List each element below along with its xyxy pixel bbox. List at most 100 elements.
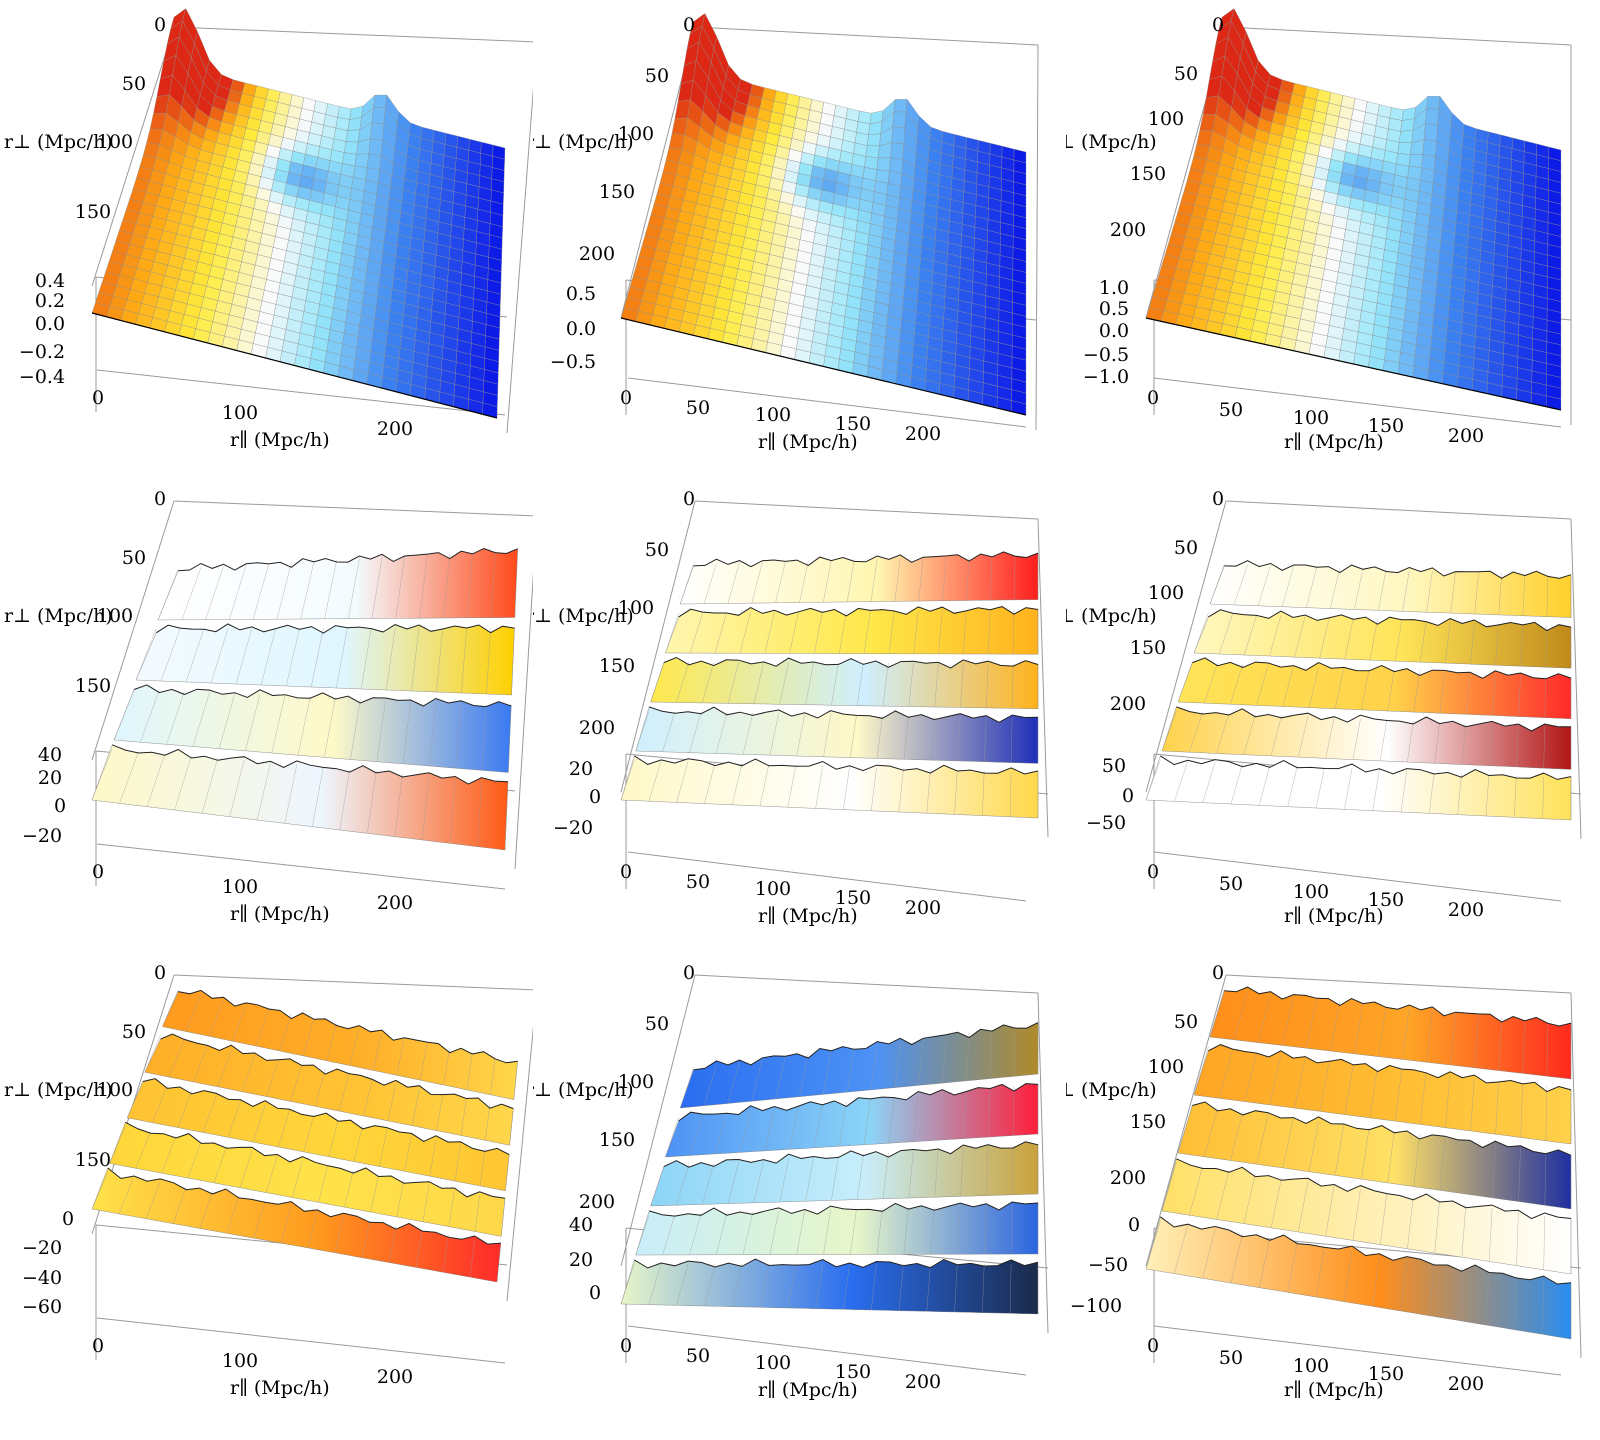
mesh-line [350, 698, 361, 760]
mesh-line [727, 1061, 740, 1104]
mesh-line [676, 1263, 689, 1306]
mesh-line [665, 1116, 679, 1158]
x-tick-label: 100 [222, 876, 258, 898]
surface-cell [868, 121, 883, 135]
mesh-line [913, 1094, 919, 1142]
mesh-line [702, 1162, 714, 1205]
mesh-line [814, 1103, 823, 1148]
mesh-line [371, 557, 383, 619]
surface-cell [344, 141, 359, 155]
mesh-line [201, 757, 218, 814]
surface-cell [890, 142, 905, 161]
mesh-line [1413, 671, 1420, 713]
mesh-line [934, 663, 939, 708]
mesh-line [1257, 993, 1271, 1043]
surface-edge [1192, 1101, 1572, 1156]
mesh-line [1230, 1111, 1244, 1161]
mesh-line [348, 558, 360, 619]
x-tick-label: 0 [620, 861, 632, 883]
mesh-line [894, 558, 901, 602]
mesh-line [787, 1263, 796, 1309]
z-tick-label: 20 [569, 758, 593, 780]
z-tick-label: 0 [54, 795, 66, 817]
mesh-line [1387, 670, 1395, 712]
y-tick-label: 150 [599, 1129, 635, 1151]
mesh-line [648, 760, 662, 802]
mesh-line [1450, 571, 1456, 614]
mesh-line [177, 1090, 193, 1128]
mesh-line [461, 627, 467, 694]
mesh-line [676, 661, 690, 703]
tick-labels: 0 50 100 150 200 0.5 0.0 −0.5 0 50 100 150 200 [550, 14, 941, 445]
mesh-line [716, 712, 728, 754]
chart-panel-r1c2: 0 50 100 150 200 0.5 0.0 −0.5 0 50 100 150 200 r⊥ (Mp… [533, 0, 1066, 480]
mesh-line [1402, 570, 1410, 612]
y-tick-label: 150 [75, 675, 111, 697]
x-tick-label: 50 [686, 1345, 710, 1367]
mesh-line [152, 1085, 168, 1123]
mesh-line [769, 1211, 779, 1255]
mesh-line [284, 764, 298, 824]
mesh-line [1011, 1204, 1013, 1255]
mesh-line [1352, 718, 1361, 760]
y-tick-label: 200 [1110, 693, 1146, 715]
mesh-line [1378, 569, 1387, 611]
mesh-line [166, 690, 185, 745]
mesh-line [1457, 1267, 1462, 1321]
z-tick-label: 0.2 [35, 290, 65, 312]
mesh-line [789, 611, 799, 654]
mesh-line [732, 763, 743, 805]
mesh-line [1407, 1196, 1414, 1249]
mesh-line [205, 566, 224, 620]
mesh-line [172, 1186, 187, 1224]
mesh-line [894, 1041, 901, 1088]
mesh-line [199, 1191, 213, 1229]
mesh-line [742, 712, 753, 755]
surface-mesh [1145, 986, 1572, 1340]
mesh-line [926, 769, 931, 814]
surface-edge [1224, 560, 1572, 579]
chart-panel-r3c2: 0 50 100 150 200 40 20 0 0 50 100 150 200 r⊥ (Mpc/h) r… [533, 948, 1066, 1428]
chart-panel-r1c1: 0 50 100 150 0.4 0.2 0.0 −0.2 −0.4 0 100 200 r⊥ (Mpc… [0, 0, 533, 480]
mesh-line [870, 1044, 878, 1090]
mesh-line [302, 1018, 315, 1056]
mesh-line [703, 1064, 717, 1106]
mesh-line [871, 1263, 877, 1311]
x-axis-line [1153, 851, 1562, 902]
surface-mesh [1145, 560, 1572, 821]
mesh-line [280, 1205, 292, 1244]
z-tick-label: −20 [22, 1237, 62, 1259]
mesh-line [187, 1140, 202, 1179]
mesh-line [455, 702, 462, 769]
mesh-line [1466, 1141, 1471, 1195]
mesh-line [1544, 676, 1546, 718]
mesh-line [680, 563, 694, 605]
mesh-line [339, 769, 350, 831]
surface-edge [178, 989, 518, 1064]
z-tick-label: 0 [1122, 785, 1134, 807]
mesh-line [513, 1062, 518, 1100]
y-axis-label: r⊥ (Mpc/h) [1066, 131, 1157, 153]
y-tick-label: 100 [97, 1079, 133, 1101]
y-tick-label: 100 [618, 123, 654, 145]
mesh-line [676, 761, 689, 803]
surface-edge [107, 1167, 501, 1245]
surface-plot: 0 50 100 150 0.40.20.0 −0.2 −0.4 0 100 200 r⊥ (Mpc… [4, 8, 533, 451]
mesh-line [704, 762, 716, 804]
mesh-line [843, 766, 850, 810]
mesh-line [1209, 988, 1225, 1038]
x-tick-label: 200 [377, 418, 413, 440]
mesh-line [1361, 1127, 1370, 1180]
mesh-line [239, 1150, 253, 1188]
mesh-line [266, 1059, 279, 1097]
y-axis-label: r⊥ (Mpc/h) [533, 1079, 634, 1101]
box-edge [173, 974, 533, 991]
mesh-line [443, 553, 450, 619]
mesh-line [311, 628, 324, 688]
z-tick-label: 1.0 [1099, 277, 1129, 299]
surface-cell [891, 126, 906, 145]
y-tick-label: 0 [154, 14, 166, 36]
mesh-line [217, 1049, 232, 1087]
y-axis-label: r⊥ (Mpc/h) [1066, 605, 1157, 627]
mesh-line [665, 612, 679, 654]
